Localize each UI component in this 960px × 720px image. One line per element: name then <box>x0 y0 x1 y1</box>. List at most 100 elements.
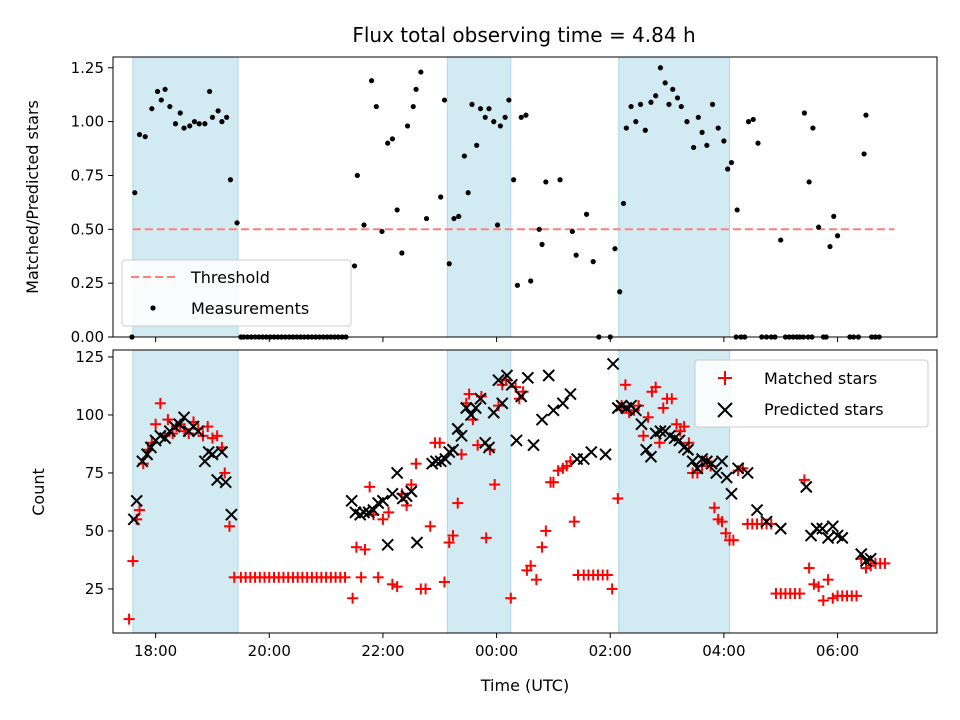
matched-star-point <box>716 516 728 528</box>
predicted-star-point <box>760 515 773 528</box>
y-tick-label: 0.00 <box>71 328 104 346</box>
x-tick-label: 22:00 <box>361 642 404 660</box>
matched-star-point <box>463 388 475 400</box>
measurement-point <box>502 114 508 120</box>
measurement-point <box>497 123 503 129</box>
predicted-star-point <box>425 457 439 470</box>
predicted-star-point <box>130 494 143 507</box>
measurement-point <box>778 237 784 243</box>
measurement-point <box>725 166 731 172</box>
y-tick-label: 0.25 <box>71 274 104 292</box>
predicted-star-point <box>635 418 648 431</box>
measurement-point <box>187 123 193 129</box>
predicted-star-point <box>686 455 699 468</box>
measurement-point <box>132 190 138 196</box>
measurement-point <box>806 179 812 185</box>
observing-window-3 <box>618 56 731 338</box>
y-tick-label: 1.25 <box>71 59 104 77</box>
legend-measurements-label: Measurements <box>191 299 309 318</box>
predicted-star-point <box>855 547 868 561</box>
matched-star-point <box>720 527 732 539</box>
measurement-point <box>354 172 360 179</box>
legend-measurements-swatch <box>150 305 156 311</box>
measurement-point <box>477 106 484 112</box>
measurement-point <box>446 261 452 267</box>
y-tick-label: 125 <box>75 348 104 366</box>
measurement-point <box>474 142 480 148</box>
measurement-point <box>670 86 676 92</box>
bottom-shaded-intervals <box>132 349 731 634</box>
x-tick-label: 02:00 <box>589 642 632 660</box>
predicted-star-point <box>367 503 380 517</box>
measurement-point <box>583 211 590 217</box>
measurement-point <box>389 136 396 142</box>
matched-star-point <box>424 520 436 532</box>
measurement-point <box>648 99 654 105</box>
measurement-point <box>404 123 411 129</box>
matched-star-point <box>850 590 862 602</box>
predicted-star-point <box>405 485 418 498</box>
matched-star-point <box>480 532 492 544</box>
predicted-star-point <box>410 536 424 549</box>
predicted-star-point <box>681 443 695 456</box>
predicted-star-point <box>821 531 835 545</box>
predicted-star-point <box>816 522 829 535</box>
y-tick-label: 75 <box>85 464 104 482</box>
matched-star-point <box>568 516 580 528</box>
predicted-star-point <box>446 443 460 456</box>
bottom-panel: 25 50 75 100 125 18:00 20:00 22:00 00:00 02:00 04… <box>29 348 938 695</box>
matched-star-point <box>642 411 654 423</box>
matched-star-point <box>386 578 398 590</box>
measurement-point <box>514 282 521 288</box>
predicted-star-point <box>345 494 358 507</box>
x-tick-label: 04:00 <box>702 642 745 660</box>
predicted-star-point <box>750 503 764 517</box>
y-tick-label: 0.50 <box>71 220 104 238</box>
matched-star-point <box>601 569 613 581</box>
matched-star-point <box>443 537 455 549</box>
matched-star-point <box>505 592 517 604</box>
measurement-point <box>666 101 672 107</box>
measurement-point <box>755 140 761 146</box>
y-tick-label: 25 <box>85 580 104 598</box>
measurement-point <box>209 114 216 120</box>
matched-star-point <box>650 381 662 393</box>
measurement-point <box>528 278 534 284</box>
predicted-star-point <box>219 476 232 489</box>
matched-star-point <box>123 613 135 625</box>
matched-star-point <box>510 381 522 393</box>
measurement-point <box>810 125 816 131</box>
matched-star-point <box>708 502 720 514</box>
matched-star-point <box>447 530 459 542</box>
matched-star-point <box>339 571 351 583</box>
predicted-star-point <box>376 494 390 507</box>
predicted-star-point <box>439 452 452 466</box>
observing-window-2 <box>446 56 512 338</box>
measurement-point <box>373 103 379 110</box>
predicted-star-point <box>455 429 468 443</box>
y-tick-label: 100 <box>75 406 104 424</box>
predicted-star-point <box>644 450 658 463</box>
matched-star-point <box>633 400 645 412</box>
measurement-point <box>612 246 618 252</box>
measurement-point <box>177 110 183 116</box>
measurement-point <box>441 97 448 103</box>
predicted-star-point <box>741 466 754 480</box>
matched-star-point <box>377 513 389 525</box>
top-y-axis-label: Matched/Predicted stars <box>23 100 42 294</box>
matched-star-point <box>150 418 162 430</box>
y-tick-label: 50 <box>85 522 104 540</box>
measurement-point <box>158 97 164 103</box>
matched-star-point <box>827 592 839 604</box>
measurement-point <box>539 241 545 247</box>
matched-star-point <box>127 555 139 567</box>
predicted-star-point <box>800 480 813 494</box>
observing-window-2 <box>446 349 512 634</box>
top-y-ticks: 0.00 0.25 0.50 0.75 1.00 1.25 <box>71 59 113 346</box>
measurement-point <box>620 200 627 207</box>
predicted-star-point <box>864 552 877 565</box>
measurement-point <box>227 177 234 183</box>
measurement-point <box>569 228 575 235</box>
matched-star-point <box>410 458 422 470</box>
measurement-point <box>523 112 529 118</box>
